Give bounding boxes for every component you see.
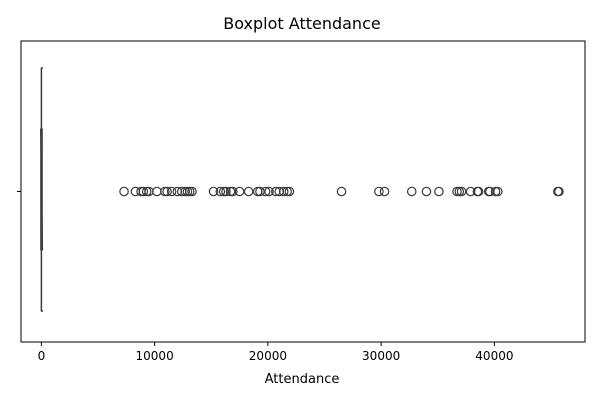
outlier-point xyxy=(152,186,162,197)
x-tick-label: 20000 xyxy=(249,349,287,363)
x-tick-label: 10000 xyxy=(136,349,174,363)
outlier-point xyxy=(554,186,564,197)
outlier-point xyxy=(243,186,254,197)
outlier-point xyxy=(492,186,503,197)
plot-frame xyxy=(20,40,586,343)
outlier-point xyxy=(456,186,467,197)
outlier-point xyxy=(421,186,432,197)
outlier-point xyxy=(379,186,390,197)
outlier-point xyxy=(227,186,238,197)
outlier-point xyxy=(208,186,219,197)
outlier-point xyxy=(406,186,417,197)
median-line xyxy=(40,128,44,251)
outlier-point xyxy=(284,186,295,197)
outlier-point xyxy=(221,186,231,197)
x-axis-label: Attendance xyxy=(265,372,340,387)
chart-title: Boxplot Attendance xyxy=(223,14,380,33)
x-tick-label: 40000 xyxy=(475,349,513,363)
outlier-point xyxy=(260,186,271,197)
outlier-point xyxy=(278,186,289,197)
axis-layer: 0 10000 20000 30000 40000 xyxy=(17,40,586,363)
outlier-point xyxy=(473,186,484,197)
outlier-point xyxy=(119,186,129,197)
outlier-point xyxy=(434,186,444,197)
outlier-point xyxy=(336,186,347,197)
plot-layer xyxy=(40,67,564,312)
x-tick-label: 0 xyxy=(38,349,46,363)
outlier-point xyxy=(215,186,226,197)
outlier-point xyxy=(255,186,265,197)
outlier-point xyxy=(264,186,274,197)
x-tick-label: 30000 xyxy=(362,349,400,363)
outlier-point xyxy=(374,186,384,197)
outlier-point xyxy=(138,186,149,197)
outlier-point xyxy=(162,186,172,197)
outlier-point xyxy=(166,186,177,197)
outlier-point xyxy=(234,186,245,197)
outlier-point xyxy=(187,186,197,197)
